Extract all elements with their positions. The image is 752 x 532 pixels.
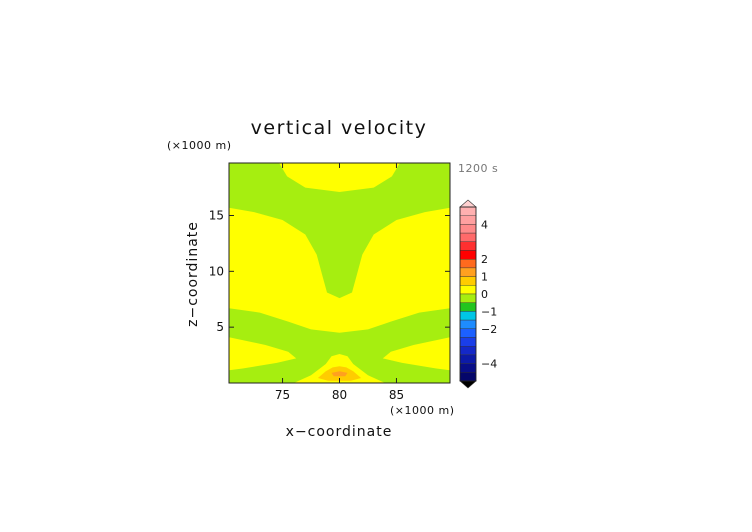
- x-axis-label: x−coordinate: [286, 424, 393, 440]
- colorbar-band-19: [459, 372, 477, 382]
- colorbar-band-10: [459, 293, 477, 303]
- colorbar-band-3: [459, 232, 477, 243]
- colorbar-band-0: [459, 206, 477, 216]
- colorbar-band-15: [459, 337, 477, 347]
- colorbar-tick-label: 1: [481, 271, 488, 284]
- colorbar-tick-label: 0: [481, 288, 488, 301]
- contour-region-2: [229, 207, 450, 333]
- contour-region-7: [331, 371, 348, 377]
- colorbar-band-9: [459, 285, 477, 295]
- colorbar-band-18: [459, 363, 477, 373]
- y-tick-label: 5: [216, 320, 224, 334]
- colorbar-tick-label: −4: [481, 358, 497, 371]
- chart-title: vertical velocity: [251, 117, 428, 139]
- x-tick-label: 75: [275, 388, 290, 402]
- colorbar-over-arrow: [459, 199, 477, 208]
- colorbar-band-13: [459, 319, 477, 330]
- contour-region-4: [382, 337, 450, 371]
- x-axis: 75 80 85: [275, 163, 404, 402]
- colorbar-band-2: [459, 224, 477, 234]
- colorbar-frame: [459, 206, 477, 382]
- x-tick-label: 80: [332, 388, 347, 402]
- colorbar-tick-label: 4: [481, 218, 488, 231]
- colorbar-tick-label: −1: [481, 305, 497, 318]
- contour-region-1: [279, 163, 400, 192]
- x-tick-label: 85: [389, 388, 404, 402]
- colorbar-tick-label: −2: [481, 323, 497, 336]
- colorbar-band-7: [459, 267, 477, 277]
- colorbar-band-5: [459, 250, 477, 260]
- colorbar-band-12: [459, 311, 477, 321]
- colorbar: 4 2 1 0 −1 −2 −4: [459, 199, 497, 389]
- colorbar-band-16: [459, 346, 477, 356]
- colorbar-band-8: [459, 276, 477, 286]
- y-unit-label: (×1000 m): [167, 139, 232, 152]
- colorbar-band-17: [459, 354, 477, 364]
- y-axis-label: z−coordinate: [185, 221, 201, 327]
- contour-region-3: [229, 337, 297, 371]
- colorbar-under-arrow: [459, 380, 477, 389]
- colorbar-band-4: [459, 241, 477, 251]
- contour-regions: [229, 163, 450, 383]
- y-tick-label: 15: [209, 208, 224, 222]
- colorbar-band-14: [459, 328, 477, 338]
- contour-region-0: [229, 163, 450, 383]
- time-label: 1200 s: [458, 162, 498, 175]
- colorbar-band-1: [459, 215, 477, 225]
- colorbar-band-6: [459, 259, 477, 269]
- x-unit-label: (×1000 m): [390, 404, 455, 417]
- colorbar-band-11: [459, 302, 477, 312]
- colorbar-tick-label: 2: [481, 253, 488, 266]
- y-axis: 5 10 15: [209, 208, 450, 334]
- y-tick-label: 10: [209, 264, 224, 278]
